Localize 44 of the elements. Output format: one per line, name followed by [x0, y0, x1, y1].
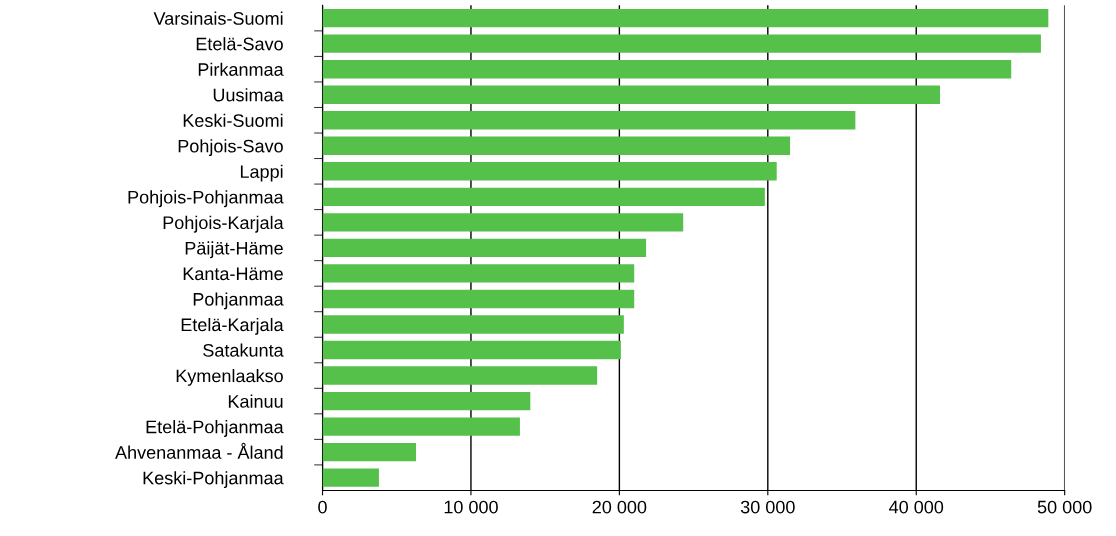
bar: [322, 391, 531, 411]
bar: [322, 162, 777, 181]
bar: [322, 85, 940, 104]
y-tick-label: Pohjanmaa: [193, 292, 284, 310]
y-tick-label: Etelä-Savo: [196, 37, 283, 51]
x-tick-label: 50 000: [1037, 500, 1092, 514]
bar: [322, 468, 379, 487]
y-tick-label: Pirkanmaa: [198, 62, 284, 76]
bar: [322, 213, 684, 232]
bar: [322, 34, 1041, 53]
y-tick-label: Pohjois-Pohjanmaa: [128, 190, 284, 208]
y-tick-label: Varsinais-Suomi: [153, 11, 283, 25]
bar: [322, 60, 1012, 79]
bar: [322, 187, 765, 207]
y-tick-label: Ahvenanmaa - Åland: [115, 442, 283, 459]
y-tick-label: Etelä-Karjala: [181, 317, 284, 335]
y-tick-label: Etelä-Pohjanmaa: [146, 420, 284, 437]
bar: [322, 238, 647, 258]
y-tick-label: Pohjois-Savo: [178, 139, 283, 157]
x-tick-label: 40 000: [889, 500, 944, 514]
x-tick-label: 0: [318, 500, 327, 514]
y-tick-label: Keski-Pohjanmaa: [143, 471, 284, 488]
y-tick-label: Uusimaa: [213, 88, 284, 102]
y-tick-label: Satakunta: [203, 343, 284, 357]
bar: [322, 442, 417, 462]
x-tick-label: 20 000: [592, 500, 647, 514]
bar: [322, 8, 1049, 28]
y-tick-label: Lappi: [240, 164, 283, 182]
y-tick-label: Päijät-Häme: [185, 241, 283, 259]
y-tick-label: Pohjois-Karjala: [163, 215, 284, 233]
x-tick-label: 10 000: [444, 500, 498, 514]
y-tick-label: Keski-Suomi: [183, 113, 283, 127]
bar: [322, 417, 520, 436]
y-tick-label: Kymenlaakso: [176, 369, 283, 386]
bar: [322, 340, 621, 360]
bar: [322, 111, 856, 130]
bar: [322, 264, 635, 283]
bar: [322, 289, 635, 309]
x-tick-label: 30 000: [740, 500, 795, 514]
y-tick-label: Kanta-Häme: [183, 267, 283, 281]
bar: [322, 136, 791, 155]
bar: [322, 366, 598, 385]
bar: [322, 315, 624, 334]
y-tick-label: Kainuu: [228, 394, 283, 408]
